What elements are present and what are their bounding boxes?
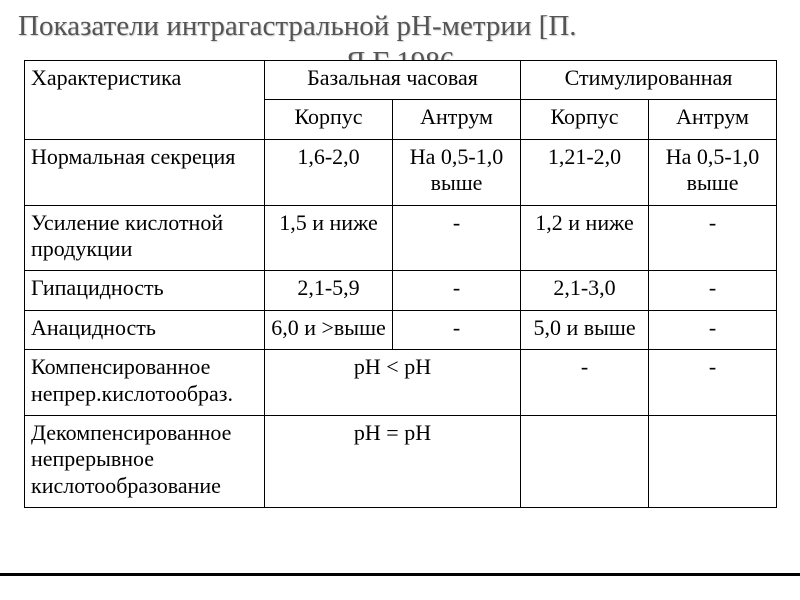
cell (521, 415, 649, 507)
sub-header-antrum-1: Антрум (393, 100, 521, 139)
col-header-characteristic: Характеристика (25, 61, 265, 140)
row-label: Усиление кислотной продукции (25, 205, 265, 271)
table-row: Анацидность 6,0 и >выше - 5,0 и выше - (25, 310, 777, 349)
cell: - (521, 350, 649, 416)
cell: 6,0 и >выше (265, 310, 393, 349)
cell: 2,1-3,0 (521, 271, 649, 310)
row-label: Анацидность (25, 310, 265, 349)
cell: На 0,5-1,0 выше (649, 139, 777, 205)
ph-metry-table-wrap: Характеристика Базальная часовая Стимули… (24, 60, 776, 508)
row-label: Нормальная секреция (25, 139, 265, 205)
cell (649, 415, 777, 507)
title-line-1: Показатели интрагастральной pH-метрии [П… (18, 8, 782, 44)
cell-merged: pH = pH (265, 415, 521, 507)
row-label: Декомпенсированное непрерывное кислотооб… (25, 415, 265, 507)
sub-header-corpus-2: Корпус (521, 100, 649, 139)
col-header-stimulated: Стимулированная (521, 61, 777, 100)
cell: - (393, 271, 521, 310)
row-label: Гипацидность (25, 271, 265, 310)
slide: Показатели интрагастральной pH-метрии [П… (0, 0, 800, 600)
cell: 1,5 и ниже (265, 205, 393, 271)
cell: 1,6-2,0 (265, 139, 393, 205)
slide-title: Показатели интрагастральной pH-метрии [П… (0, 0, 800, 68)
footer-divider (0, 573, 800, 576)
sub-header-antrum-2: Антрум (649, 100, 777, 139)
table-row: Усиление кислотной продукции 1,5 и ниже … (25, 205, 777, 271)
cell-merged: pH < pH (265, 350, 521, 416)
cell: 5,0 и выше (521, 310, 649, 349)
table-header-row-1: Характеристика Базальная часовая Стимули… (25, 61, 777, 100)
cell: 1,2 и ниже (521, 205, 649, 271)
cell: - (393, 205, 521, 271)
table-row: Компенсированное непрер.кислотообраз. pH… (25, 350, 777, 416)
cell: - (393, 310, 521, 349)
table-row: Нормальная секреция 1,6-2,0 На 0,5-1,0 в… (25, 139, 777, 205)
cell: 2,1-5,9 (265, 271, 393, 310)
cell: - (649, 310, 777, 349)
cell: - (649, 350, 777, 416)
col-header-basal: Базальная часовая (265, 61, 521, 100)
cell: 1,21-2,0 (521, 139, 649, 205)
cell: - (649, 205, 777, 271)
ph-metry-table: Характеристика Базальная часовая Стимули… (24, 60, 777, 508)
cell: - (649, 271, 777, 310)
row-label: Компенсированное непрер.кислотообраз. (25, 350, 265, 416)
cell: На 0,5-1,0 выше (393, 139, 521, 205)
table-row: Гипацидность 2,1-5,9 - 2,1-3,0 - (25, 271, 777, 310)
table-row: Декомпенсированное непрерывное кислотооб… (25, 415, 777, 507)
sub-header-corpus-1: Корпус (265, 100, 393, 139)
